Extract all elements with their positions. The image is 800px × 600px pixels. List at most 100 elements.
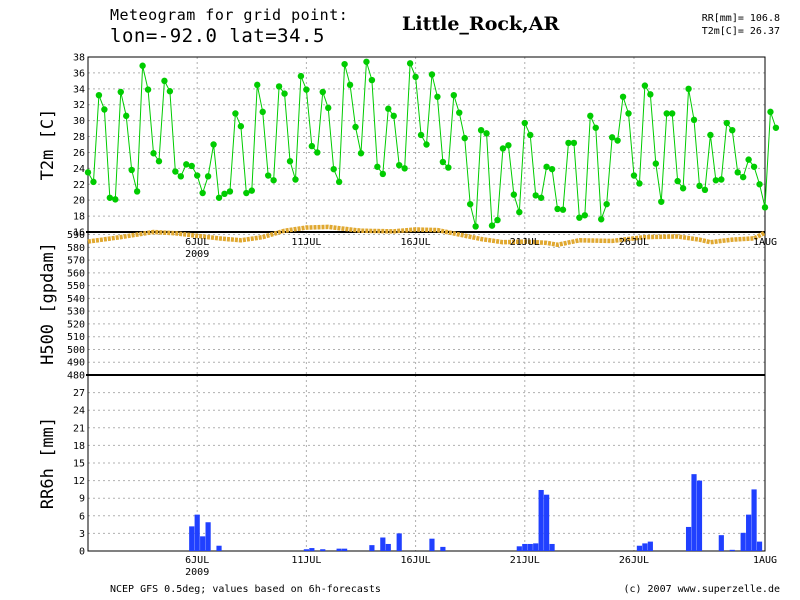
t2m-point — [346, 81, 354, 89]
t2m-point — [128, 166, 135, 174]
t2m-point — [286, 158, 294, 165]
t2m-point — [505, 142, 512, 149]
t2m-point — [90, 178, 97, 186]
t2m-point — [565, 139, 572, 147]
t2m-point — [701, 186, 709, 194]
t2m-point — [647, 91, 654, 98]
t2m-point — [543, 163, 550, 170]
h500-ytick-label: 580 — [67, 243, 85, 254]
t2m-ytick-label: 38 — [73, 53, 85, 64]
rr6h-bar — [527, 543, 533, 551]
h500-ytick-label: 590 — [67, 230, 85, 241]
t2m-ytick-label: 18 — [73, 212, 85, 223]
rr6h-bar — [538, 489, 544, 551]
rr6h-bar — [522, 543, 528, 551]
t2m-point — [357, 150, 365, 157]
t2m-point — [84, 169, 92, 176]
t2m-point — [516, 208, 523, 216]
t2m-point — [270, 177, 277, 184]
t2m-point — [630, 172, 638, 179]
footer-source: NCEP GFS 0.5deg; values based on 6h-fore… — [110, 584, 381, 595]
t2m-point — [177, 173, 185, 180]
rr6h-bar — [516, 546, 522, 551]
t2m-point — [385, 105, 392, 112]
t2m-point — [718, 176, 725, 183]
t2m-point — [548, 165, 556, 173]
rr6h-bar — [303, 549, 309, 551]
t2m-point — [144, 86, 152, 93]
t2m-point — [401, 165, 408, 172]
rr6h-bar — [336, 548, 342, 551]
t2m-point — [761, 204, 769, 211]
t2m-point — [581, 212, 589, 219]
rr6h-bar — [642, 543, 648, 551]
x-axis-label-upper: 6JUL — [185, 237, 209, 248]
t2m-point — [215, 194, 223, 201]
t2m-point — [248, 187, 255, 194]
t2m-mean: T2m[C]= 26.37 — [701, 26, 780, 37]
t2m-point — [625, 110, 632, 117]
t2m-ytick-label: 16 — [73, 228, 85, 239]
rr-total: RR[mm]= 106.8 — [701, 13, 780, 24]
t2m-point — [423, 141, 430, 148]
h500-ytick-label: 490 — [67, 358, 85, 369]
rr6h-ytick-label: 15 — [73, 459, 85, 470]
rr6h-ytick-label: 9 — [79, 494, 85, 505]
t2m-point — [598, 216, 605, 223]
rr6h-bar — [729, 549, 735, 551]
rr6h-bar — [740, 532, 746, 551]
h500-ytick-label: 540 — [67, 294, 85, 305]
t2m-point — [330, 165, 337, 173]
t2m-point — [668, 110, 676, 117]
t2m-point — [374, 163, 381, 170]
t2m-point — [264, 172, 272, 179]
t2m-point — [292, 176, 299, 183]
h500-ytick-label: 500 — [67, 345, 85, 356]
rr6h-bar — [718, 535, 724, 551]
t2m-point — [608, 134, 616, 141]
t2m-point — [117, 88, 124, 96]
t2m-point — [532, 192, 539, 199]
rr6h-ylabel: RR6h [mm] — [38, 417, 58, 509]
t2m-point — [123, 112, 130, 120]
h500-ytick-label: 480 — [67, 371, 85, 382]
t2m-ytick-label: 34 — [73, 84, 85, 95]
rr6h-bar — [429, 538, 435, 551]
t2m-point — [237, 123, 245, 130]
t2m-point — [226, 188, 234, 195]
t2m-point — [112, 196, 119, 203]
t2m-point — [232, 110, 239, 117]
t2m-point — [483, 130, 490, 137]
x-axis-label-upper: 11JUL — [291, 237, 321, 248]
rr6h-bar — [369, 545, 375, 551]
t2m-point — [199, 189, 206, 197]
t2m-point — [150, 150, 157, 157]
t2m-point — [537, 194, 545, 201]
t2m-point — [554, 205, 561, 213]
t2m-point — [772, 124, 780, 131]
rr6h-ytick-label: 21 — [73, 423, 85, 434]
t2m-point — [95, 91, 103, 99]
t2m-point — [325, 104, 332, 112]
t2m-point — [592, 124, 599, 131]
t2m-point — [723, 119, 730, 127]
x-axis-label: 1AUG — [753, 555, 777, 566]
t2m-point — [570, 139, 578, 147]
t2m-ytick-label: 32 — [73, 100, 85, 111]
rr6h-bar — [696, 480, 703, 551]
rr6h-ytick-label: 18 — [73, 441, 85, 452]
t2m-point — [510, 191, 518, 198]
rr6h-bar — [342, 548, 348, 551]
h500-ytick-label: 520 — [67, 319, 85, 330]
t2m-point — [314, 149, 321, 156]
rr6h-bar — [216, 545, 222, 551]
t2m-point — [767, 108, 774, 116]
rr6h-bar — [751, 489, 757, 551]
x-axis-label: 11JUL — [291, 555, 321, 566]
x-axis-label-upper: 16JUL — [401, 237, 431, 248]
t2m-ylabel: T2m [C] — [38, 109, 58, 181]
t2m-ytick-label: 24 — [73, 164, 85, 175]
t2m-point — [679, 185, 687, 192]
t2m-point — [243, 189, 250, 197]
t2m-point — [221, 190, 228, 198]
